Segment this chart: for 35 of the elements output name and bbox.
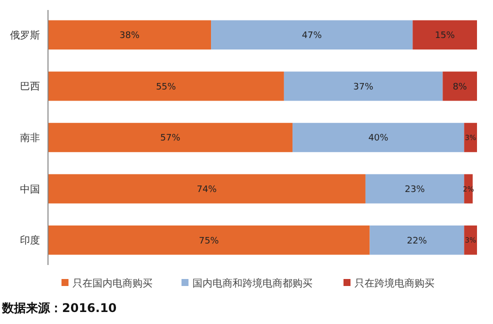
bar bbox=[370, 225, 464, 255]
y-tick-label: 南非 bbox=[20, 132, 40, 144]
data-label: 47% bbox=[302, 31, 322, 42]
bar bbox=[48, 122, 293, 152]
bar bbox=[48, 174, 366, 204]
data-label: 8% bbox=[452, 82, 468, 92]
bar bbox=[48, 225, 370, 255]
y-tick-label: 俄罗斯 bbox=[10, 29, 40, 42]
bar bbox=[464, 225, 477, 255]
data-label: 22% bbox=[406, 236, 428, 246]
bar bbox=[412, 20, 477, 50]
bar bbox=[464, 122, 477, 152]
data-label: 75% bbox=[198, 236, 220, 246]
source-note: 数据来源：2016.10 bbox=[1, 301, 117, 316]
data-label: 57% bbox=[160, 134, 181, 144]
data-label: 55% bbox=[156, 82, 176, 92]
y-tick-label: 印度 bbox=[20, 234, 40, 247]
legend-label: 国内电商和跨境电商都购买 bbox=[192, 278, 312, 290]
data-label: 40% bbox=[368, 134, 389, 144]
bar bbox=[292, 122, 464, 152]
data-label: 15% bbox=[434, 31, 456, 42]
bar bbox=[442, 72, 477, 101]
data-label: 23% bbox=[404, 184, 426, 195]
bar bbox=[48, 20, 212, 50]
y-tick-label: 巴西 bbox=[20, 82, 40, 93]
y-tick-label: 中国 bbox=[20, 183, 40, 196]
data-label: 38% bbox=[120, 31, 140, 42]
bar bbox=[365, 174, 464, 204]
legend-label: 只在国内电商购买 bbox=[72, 278, 152, 290]
bar bbox=[211, 20, 413, 50]
legend-label: 只在跨境电商购买 bbox=[354, 278, 434, 290]
data-label: 74% bbox=[196, 184, 218, 195]
bar bbox=[284, 72, 443, 101]
bar bbox=[48, 72, 284, 101]
data-label: 37% bbox=[353, 82, 374, 92]
